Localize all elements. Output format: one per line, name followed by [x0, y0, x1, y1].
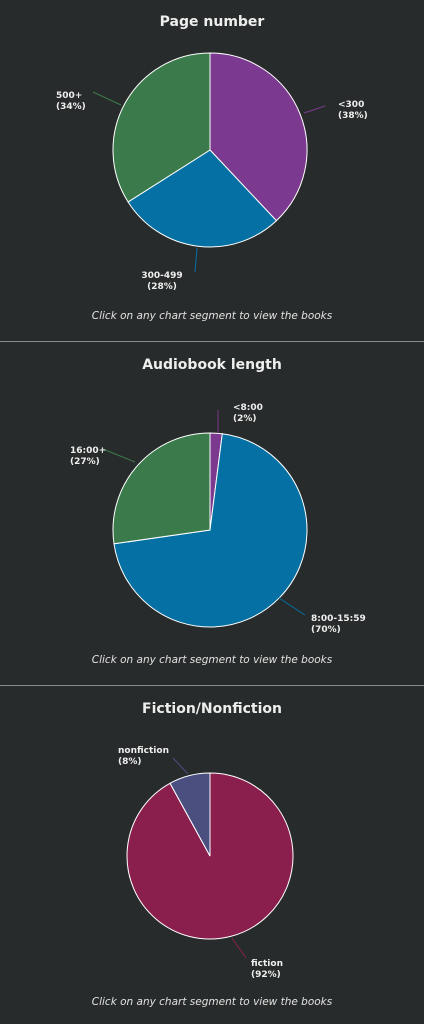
slice-label: 500+ [56, 91, 82, 101]
label-leader-line [278, 597, 306, 616]
chart-caption: Click on any chart segment to view the b… [91, 654, 333, 666]
page-number-pie-chart[interactable]: <300(38%) 300-499(28%) 500+(34%) [0, 0, 424, 341]
divider [0, 685, 424, 686]
label-leader-line [303, 105, 326, 114]
slice-label: fiction [251, 959, 283, 969]
label-leader-line [231, 937, 247, 959]
slice-percent-label: (34%) [56, 102, 86, 112]
chart-title: Page number [159, 14, 265, 30]
pie-slice-500[interactable] [112, 52, 211, 203]
chart-title: Fiction/Nonfiction [142, 701, 282, 717]
slice-label: 16:00+ [70, 446, 106, 456]
label-leader-line [172, 757, 189, 775]
fiction-nonfiction-pie-chart[interactable]: fiction(92%) nonfiction(8%) [0, 687, 424, 1024]
slice-percent-label: (8%) [118, 757, 142, 767]
slice-label: 300-499 [141, 271, 182, 281]
chart-title: Audiobook length [142, 357, 282, 373]
pie-slice-300[interactable] [209, 52, 308, 222]
divider [0, 341, 424, 342]
audiobook-length-pie-chart[interactable]: <8:00(2%) 8:00-15:59(70%) 16:00+(27%) [0, 343, 424, 685]
slice-percent-label: (92%) [251, 970, 281, 980]
pie-slice-300-499[interactable] [127, 149, 278, 248]
page-number-chart-panel: Page number <300 (38%) 300-499 (28%) 500+ (34… [0, 0, 424, 341]
slice-percent-label: (70%) [311, 625, 341, 635]
slice-label: <300 [338, 100, 364, 110]
pie-slice-16-00[interactable] [112, 432, 211, 545]
slice-percent-label: (27%) [70, 457, 100, 467]
slice-percent-label: (28%) [147, 282, 177, 292]
chart-caption: Click on any chart segment to view the b… [91, 996, 333, 1008]
slice-percent-label: (38%) [338, 111, 368, 121]
audiobook-length-chart-panel: Audiobook length <8:00 (2%) 8:00-15:59 (70%… [0, 343, 424, 685]
label-leader-line [102, 448, 136, 463]
label-leader-line [194, 247, 198, 273]
slice-label: nonfiction [118, 746, 169, 756]
pie-slice-nonfiction[interactable] [169, 772, 211, 857]
fiction-nonfiction-chart-panel: Fiction/Nonfiction fiction (92%) nonfictio… [0, 687, 424, 1024]
chart-caption: Click on any chart segment to view the b… [91, 310, 333, 322]
slice-percent-label: (2%) [233, 414, 257, 424]
slice-label: 8:00-15:59 [311, 614, 366, 624]
label-leader-line [92, 91, 122, 106]
slice-label: <8:00 [233, 403, 263, 413]
